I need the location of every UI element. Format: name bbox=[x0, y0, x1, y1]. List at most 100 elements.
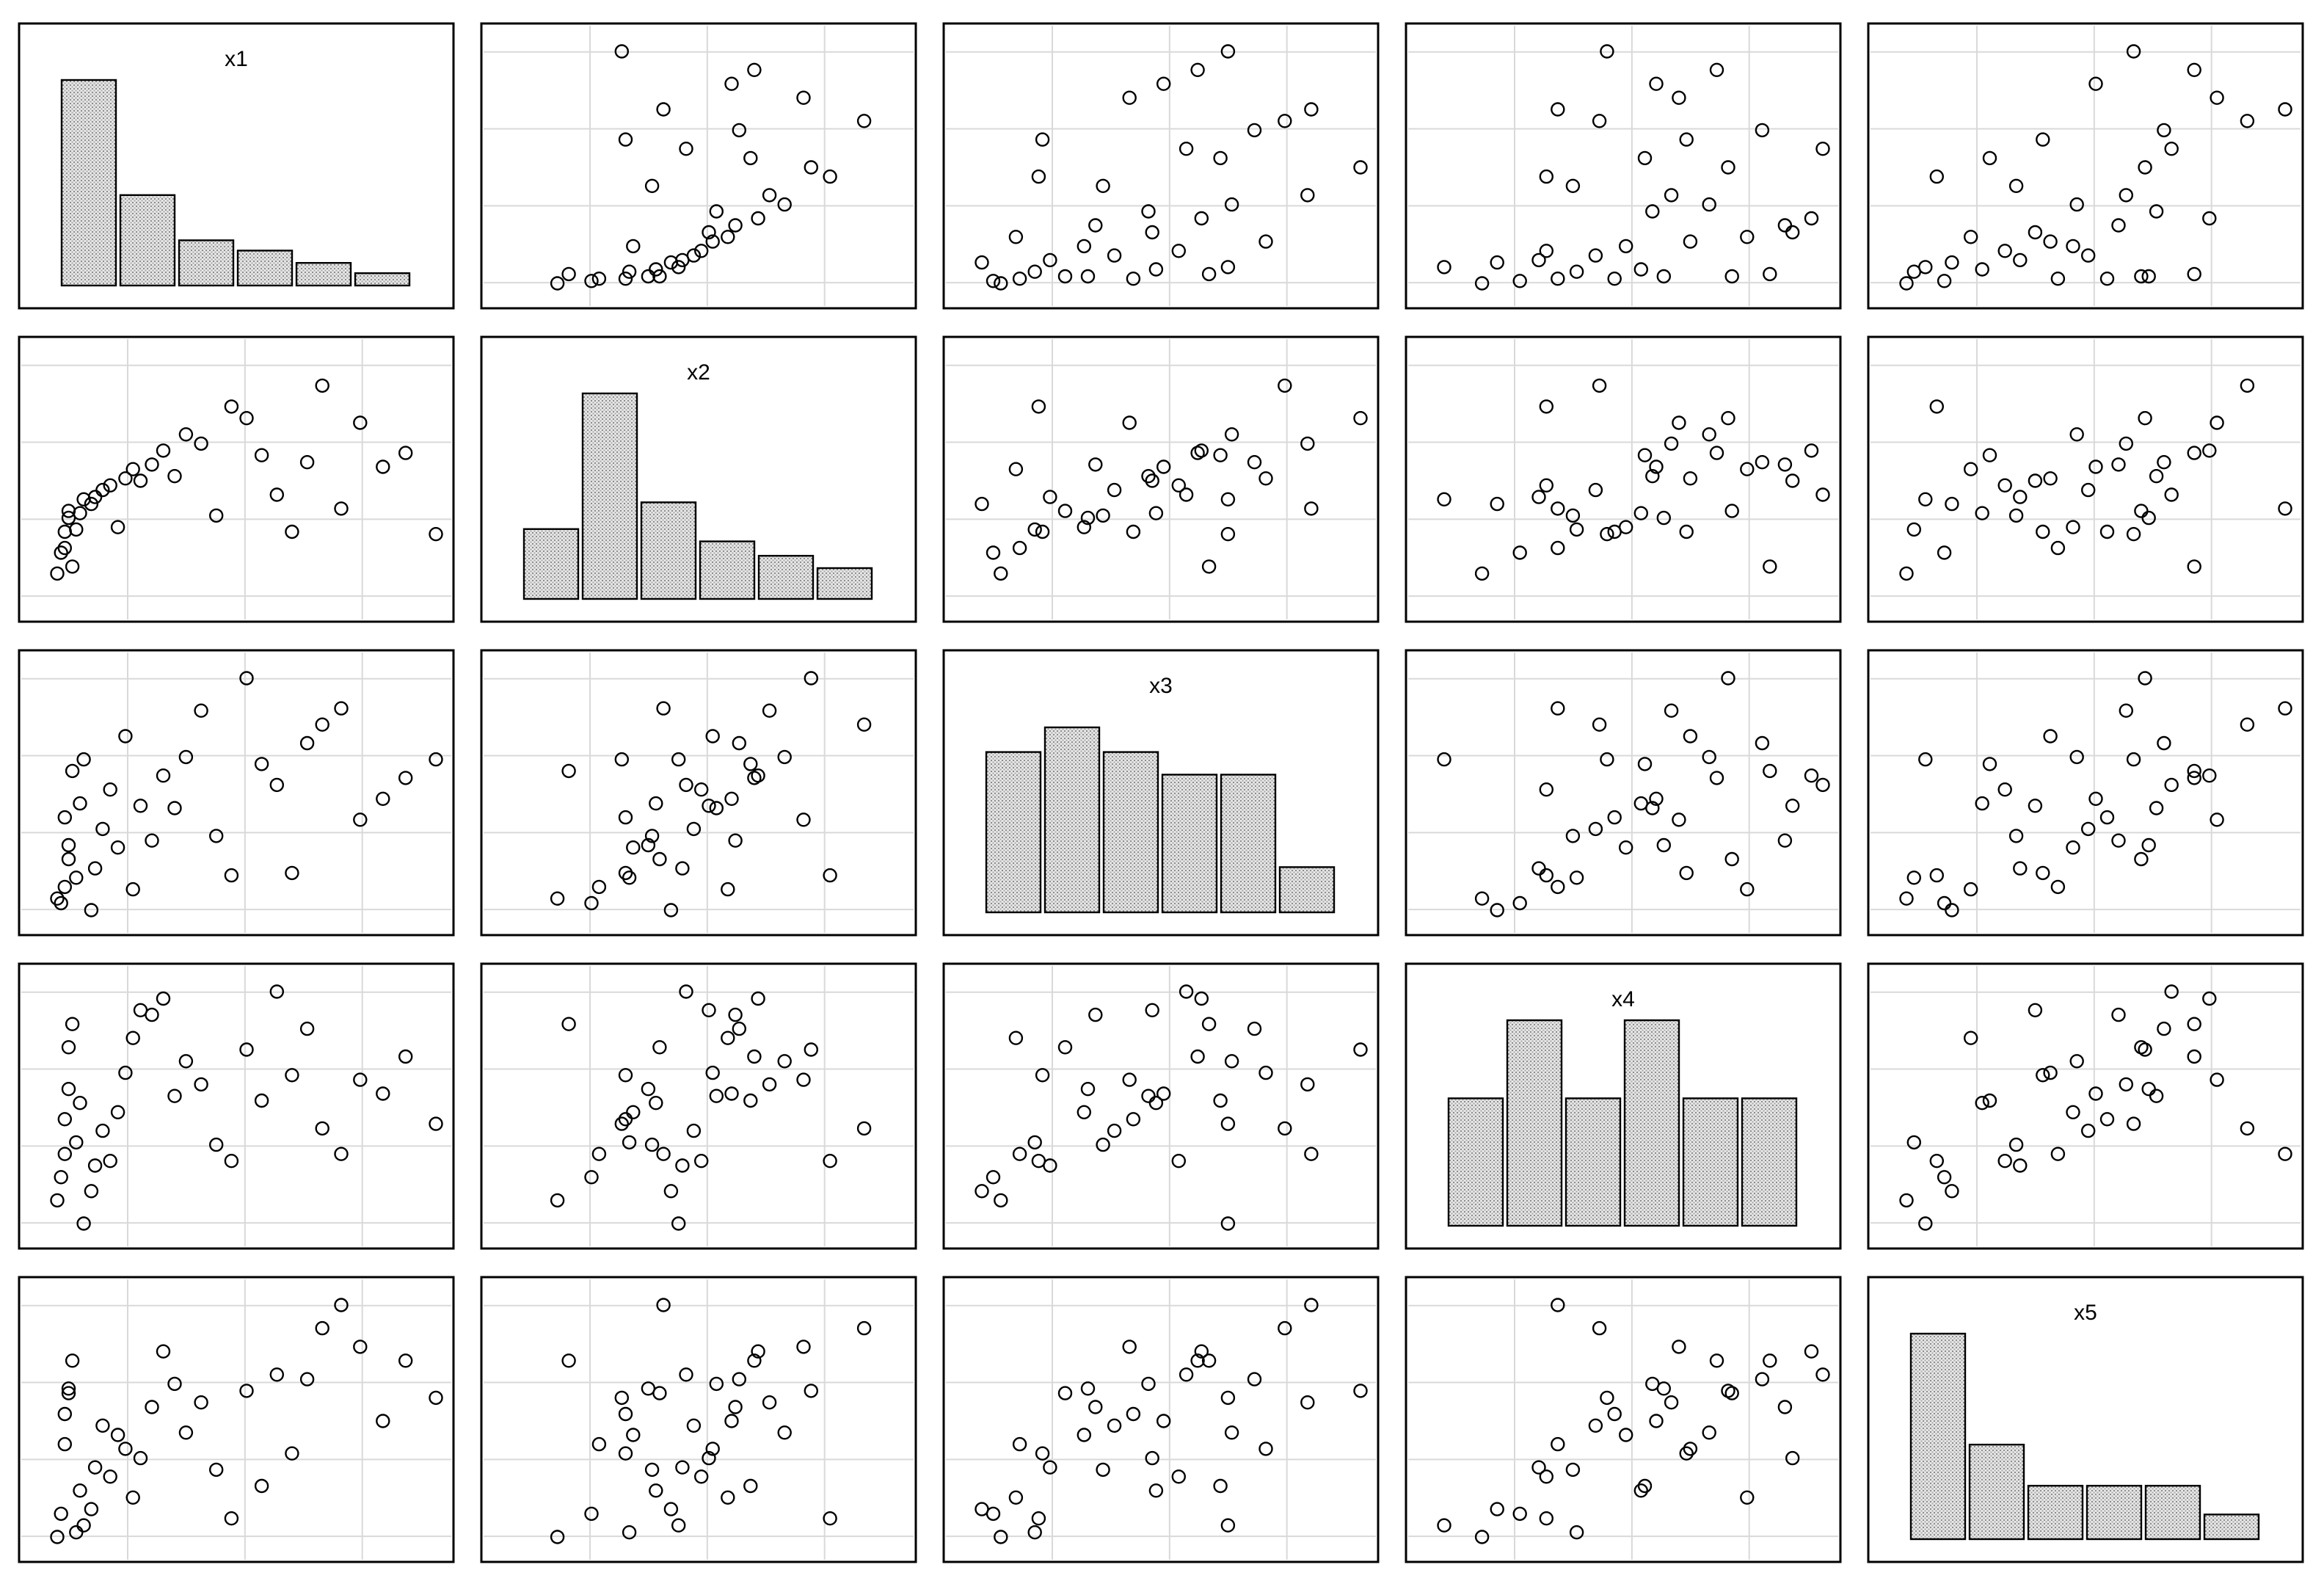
panel-x1-vs-x3 bbox=[942, 22, 1380, 310]
scatter-point bbox=[1755, 455, 1770, 470]
histogram-bar-x3-5 bbox=[1220, 774, 1277, 914]
scatter-point bbox=[747, 62, 762, 78]
scatter-point bbox=[1194, 211, 1209, 226]
scatter-point bbox=[1107, 248, 1122, 263]
scatter-point bbox=[2210, 1072, 2224, 1087]
scatter-point bbox=[1201, 559, 1217, 574]
scatter-point bbox=[975, 1184, 989, 1199]
scatter-point bbox=[1437, 1518, 1451, 1533]
scatter-point bbox=[975, 255, 989, 270]
scatter-point bbox=[1709, 62, 1724, 78]
scatter-point bbox=[194, 703, 208, 718]
scatter-point bbox=[1490, 903, 1504, 917]
scatter-point bbox=[618, 132, 633, 147]
scatter-point bbox=[65, 763, 80, 779]
histogram-bar-x5-3 bbox=[2027, 1484, 2084, 1541]
scatter-point bbox=[54, 545, 68, 560]
scatter-point bbox=[649, 1095, 663, 1111]
scatter-point bbox=[1899, 891, 1914, 906]
grid bbox=[484, 966, 914, 1246]
scatter-point bbox=[705, 729, 720, 744]
scatter-point bbox=[1918, 1216, 1933, 1231]
panel-x1-vs-x5 bbox=[1867, 22, 2304, 310]
scatter-point bbox=[652, 1040, 667, 1055]
scatter-point bbox=[614, 1390, 629, 1406]
scatter-point bbox=[986, 1170, 1001, 1185]
scatter-point bbox=[2157, 1021, 2171, 1036]
histogram-bar-x2-6 bbox=[816, 567, 873, 600]
grid bbox=[1408, 26, 1838, 306]
scatter-point bbox=[694, 782, 709, 797]
scatter-point bbox=[1929, 868, 1945, 883]
scatter-point bbox=[145, 1007, 159, 1022]
scatter-point bbox=[1918, 752, 1933, 767]
scatter-point bbox=[2187, 446, 2201, 460]
scatter-point bbox=[1490, 1502, 1504, 1516]
scatter-point bbox=[2278, 102, 2292, 117]
scatter-point bbox=[1645, 469, 1660, 484]
scatter-point bbox=[762, 703, 777, 718]
scatter-point bbox=[1982, 448, 1997, 462]
scatter-point bbox=[2278, 1146, 2292, 1161]
scatter-point bbox=[1997, 1153, 2012, 1169]
scatter-point bbox=[747, 771, 762, 785]
panel-x2-vs-x4 bbox=[1405, 335, 1842, 623]
scatter-point bbox=[2008, 178, 2024, 194]
scatter-point bbox=[1043, 1460, 1057, 1475]
histogram-bar-x1-2 bbox=[119, 194, 176, 287]
scatter-point bbox=[54, 1170, 68, 1185]
scatter-point bbox=[1035, 1068, 1050, 1083]
scatter-point bbox=[269, 1367, 284, 1382]
scatter-point bbox=[110, 1105, 125, 1120]
scatter-point bbox=[1107, 1123, 1122, 1138]
scatter-point bbox=[1031, 1511, 1046, 1526]
scatter-point bbox=[1539, 169, 1554, 184]
scatter-point bbox=[679, 984, 693, 999]
panel-frame bbox=[18, 962, 455, 1250]
scatter-point bbox=[1679, 524, 1694, 539]
scatter-point bbox=[591, 1146, 607, 1161]
grid bbox=[484, 26, 914, 306]
scatter-point bbox=[429, 1390, 443, 1406]
scatter-point bbox=[1569, 871, 1584, 885]
scatter-point bbox=[1551, 501, 1565, 516]
scatter-point bbox=[194, 1395, 208, 1410]
scatter-point bbox=[1804, 768, 1819, 783]
scatter-point bbox=[1145, 225, 1159, 240]
panel-x5-vs-x2 bbox=[480, 1276, 917, 1563]
scatter-point bbox=[1031, 1153, 1046, 1169]
histogram-bar-x3-2 bbox=[1043, 726, 1101, 914]
scatter-point bbox=[69, 871, 84, 885]
scatter-point bbox=[1300, 188, 1315, 203]
scatter-point bbox=[1740, 882, 1755, 897]
scatter-point bbox=[702, 225, 716, 240]
scatter-point bbox=[2111, 457, 2126, 472]
scatter-point bbox=[254, 1478, 269, 1494]
scatter-point bbox=[679, 141, 693, 156]
scatter-point bbox=[1918, 492, 1933, 506]
histogram-bar-x1-5 bbox=[295, 262, 352, 287]
scatter-point bbox=[1141, 204, 1156, 219]
scatter-point bbox=[2043, 471, 2058, 486]
histogram-bar-x3-4 bbox=[1161, 774, 1218, 914]
scatter-point bbox=[618, 810, 633, 825]
scatter-point bbox=[1721, 671, 1735, 686]
scatter-point bbox=[614, 752, 629, 767]
scatter-point bbox=[2240, 717, 2255, 732]
scatter-point bbox=[118, 1442, 133, 1456]
scatter-point bbox=[1213, 1093, 1228, 1108]
scatter-point bbox=[1945, 496, 1959, 512]
scatter-point bbox=[1148, 262, 1164, 277]
scatter-point bbox=[1918, 260, 1933, 275]
scatter-point bbox=[1220, 527, 1236, 542]
scatter-point bbox=[2138, 411, 2152, 426]
scatter-point bbox=[2240, 1121, 2255, 1136]
scatter-point bbox=[1565, 178, 1581, 194]
scatter-point bbox=[1012, 540, 1027, 556]
scatter-point bbox=[622, 1524, 637, 1540]
scatter-point bbox=[2080, 1123, 2096, 1138]
scatter-point bbox=[2066, 520, 2080, 534]
scatter-point bbox=[1975, 262, 1989, 277]
scatter-point bbox=[110, 840, 125, 855]
scatter-point bbox=[1618, 840, 1633, 855]
